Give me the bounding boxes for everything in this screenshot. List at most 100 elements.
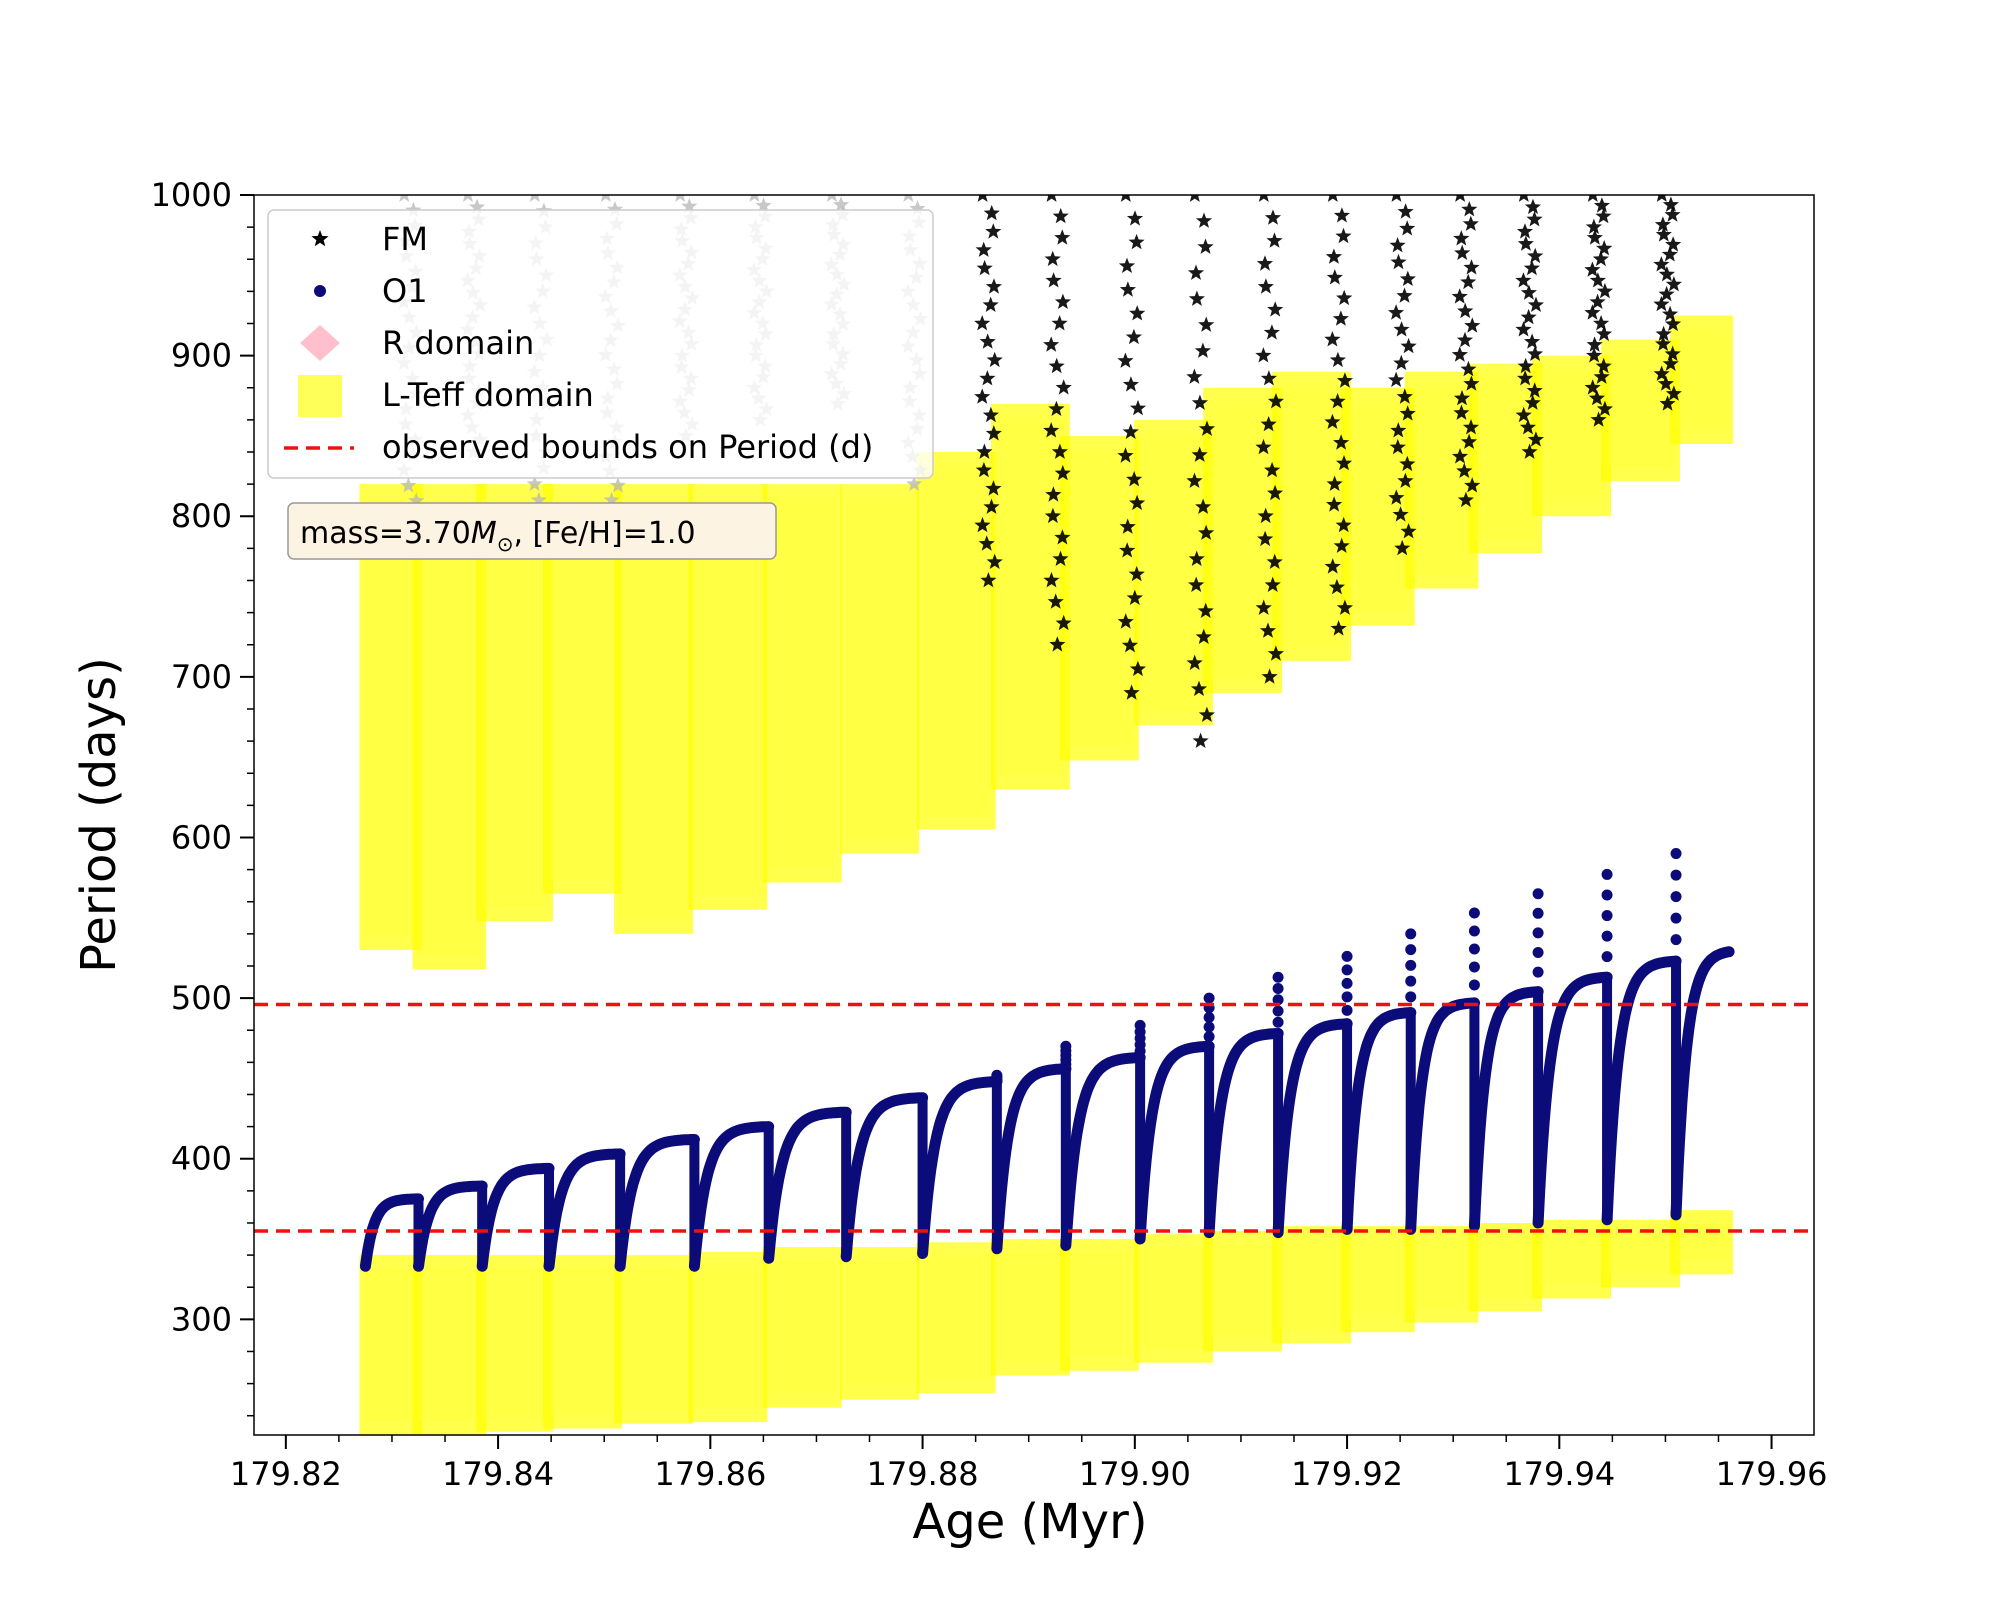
fm-point bbox=[1048, 357, 1065, 374]
fm-point bbox=[1123, 684, 1140, 700]
fm-point bbox=[1655, 325, 1672, 342]
o1-segment bbox=[1134, 1040, 1215, 1245]
fm-point bbox=[1256, 255, 1273, 271]
fm-point bbox=[1054, 464, 1071, 481]
lteff-lower-block bbox=[614, 1255, 694, 1424]
fm-point bbox=[1400, 337, 1417, 354]
fm-point bbox=[1186, 654, 1203, 670]
fm-point bbox=[1129, 399, 1147, 416]
fm-point bbox=[1657, 375, 1674, 391]
fm-point bbox=[1189, 195, 1200, 202]
fm-point bbox=[1665, 385, 1682, 401]
lteff-upper-block bbox=[412, 484, 487, 970]
fm-point bbox=[1324, 331, 1341, 347]
fm-point bbox=[462, 195, 473, 202]
fm-point bbox=[1326, 475, 1343, 491]
fm-point bbox=[1198, 420, 1216, 436]
fm-point bbox=[1584, 261, 1601, 277]
fm-point bbox=[1662, 355, 1679, 371]
legend-marker-r-domain bbox=[300, 325, 340, 361]
lteff-upper-block-core bbox=[1410, 385, 1473, 575]
o1-spike-point bbox=[1601, 889, 1613, 901]
fm-point bbox=[1590, 411, 1607, 427]
lteff-upper-block-core bbox=[1140, 433, 1208, 712]
lteff-lower-block-core bbox=[1410, 1240, 1473, 1309]
fm-point bbox=[1260, 416, 1277, 432]
lteff-lower-block-core bbox=[996, 1253, 1064, 1362]
o1-spike-point bbox=[1405, 944, 1417, 956]
o1-spike-point bbox=[1670, 934, 1682, 946]
o1-spike-point bbox=[1341, 1018, 1353, 1030]
o1-segment bbox=[688, 1121, 775, 1272]
lteff-lower-block-core bbox=[1538, 1233, 1606, 1285]
fm-point bbox=[1527, 345, 1544, 361]
fm-point bbox=[1461, 201, 1478, 217]
fm-point bbox=[1186, 368, 1203, 384]
lteff-lower-block bbox=[359, 1255, 423, 1435]
plot-frame bbox=[253, 194, 1815, 1436]
fm-point bbox=[675, 195, 686, 202]
fm-point bbox=[1128, 233, 1145, 250]
fm-point bbox=[1054, 529, 1071, 545]
lteff-lower-block-core bbox=[482, 1269, 548, 1418]
lteff-lower-block-core bbox=[922, 1256, 990, 1380]
fm-point bbox=[1054, 229, 1071, 245]
lteff-upper-block bbox=[840, 484, 920, 854]
o1-spike-point bbox=[1601, 910, 1613, 922]
fm-point bbox=[749, 195, 760, 202]
fm-point bbox=[399, 195, 410, 202]
fm-point bbox=[976, 259, 993, 276]
lteff-lower-block bbox=[1404, 1226, 1479, 1323]
lteff-upper-block-core bbox=[922, 465, 990, 816]
fm-point bbox=[1197, 238, 1214, 254]
fm-point bbox=[1122, 423, 1139, 439]
fm-point bbox=[1664, 345, 1681, 361]
lteff-upper-block bbox=[359, 484, 423, 950]
fm-point bbox=[1515, 321, 1532, 337]
o1-spike-point bbox=[1532, 927, 1544, 939]
o1-segment bbox=[763, 1106, 852, 1264]
fm-point bbox=[1527, 431, 1544, 447]
o1-spike-point bbox=[1203, 1031, 1215, 1043]
fm-point bbox=[1055, 614, 1072, 631]
lteff-upper-block-core bbox=[996, 417, 1064, 776]
fm-point bbox=[1388, 304, 1405, 320]
lteff-upper-block-core bbox=[482, 498, 548, 908]
legend-marker-fm bbox=[311, 230, 329, 247]
fm-point bbox=[1264, 576, 1281, 592]
fm-point bbox=[982, 406, 999, 423]
fm-point bbox=[1260, 370, 1277, 386]
lteff-lower-block-core bbox=[768, 1261, 836, 1394]
o1-spike-point bbox=[1203, 1021, 1215, 1033]
fm-point bbox=[1656, 195, 1667, 202]
o1-spike-point bbox=[1272, 1016, 1284, 1028]
x-tick-label: 179.92 bbox=[1291, 1455, 1403, 1493]
x-tick-label: 179.88 bbox=[867, 1455, 979, 1493]
fm-point bbox=[1335, 516, 1352, 533]
o1-spike-point bbox=[1272, 994, 1284, 1006]
fm-point bbox=[1521, 443, 1538, 459]
fm-point bbox=[982, 296, 999, 312]
fm-point bbox=[609, 477, 626, 493]
legend-label-observed-bounds: observed bounds on Period (d) bbox=[382, 428, 873, 466]
o1-spike-point bbox=[1670, 955, 1682, 967]
fm-point bbox=[1264, 209, 1281, 225]
fm-point bbox=[978, 535, 995, 551]
y-tick-label: 500 bbox=[171, 979, 232, 1017]
lteff-lower-block bbox=[1532, 1219, 1612, 1299]
fm-point bbox=[1654, 216, 1671, 232]
fm-point bbox=[1463, 375, 1480, 391]
fm-point bbox=[1194, 342, 1211, 358]
fm-point bbox=[1119, 518, 1136, 534]
fm-point bbox=[1454, 244, 1471, 260]
fm-point bbox=[1198, 316, 1215, 332]
lteff-upper-block-core bbox=[365, 498, 417, 936]
annotation-symbol: M bbox=[471, 516, 497, 551]
fm-point bbox=[1255, 438, 1272, 455]
o1-spike-point bbox=[1601, 930, 1613, 942]
o1-segment bbox=[991, 1063, 1072, 1255]
fm-point bbox=[1129, 494, 1146, 511]
fm-point bbox=[1044, 507, 1061, 524]
fm-point bbox=[1461, 433, 1478, 449]
o1-spike-point bbox=[1670, 869, 1682, 881]
